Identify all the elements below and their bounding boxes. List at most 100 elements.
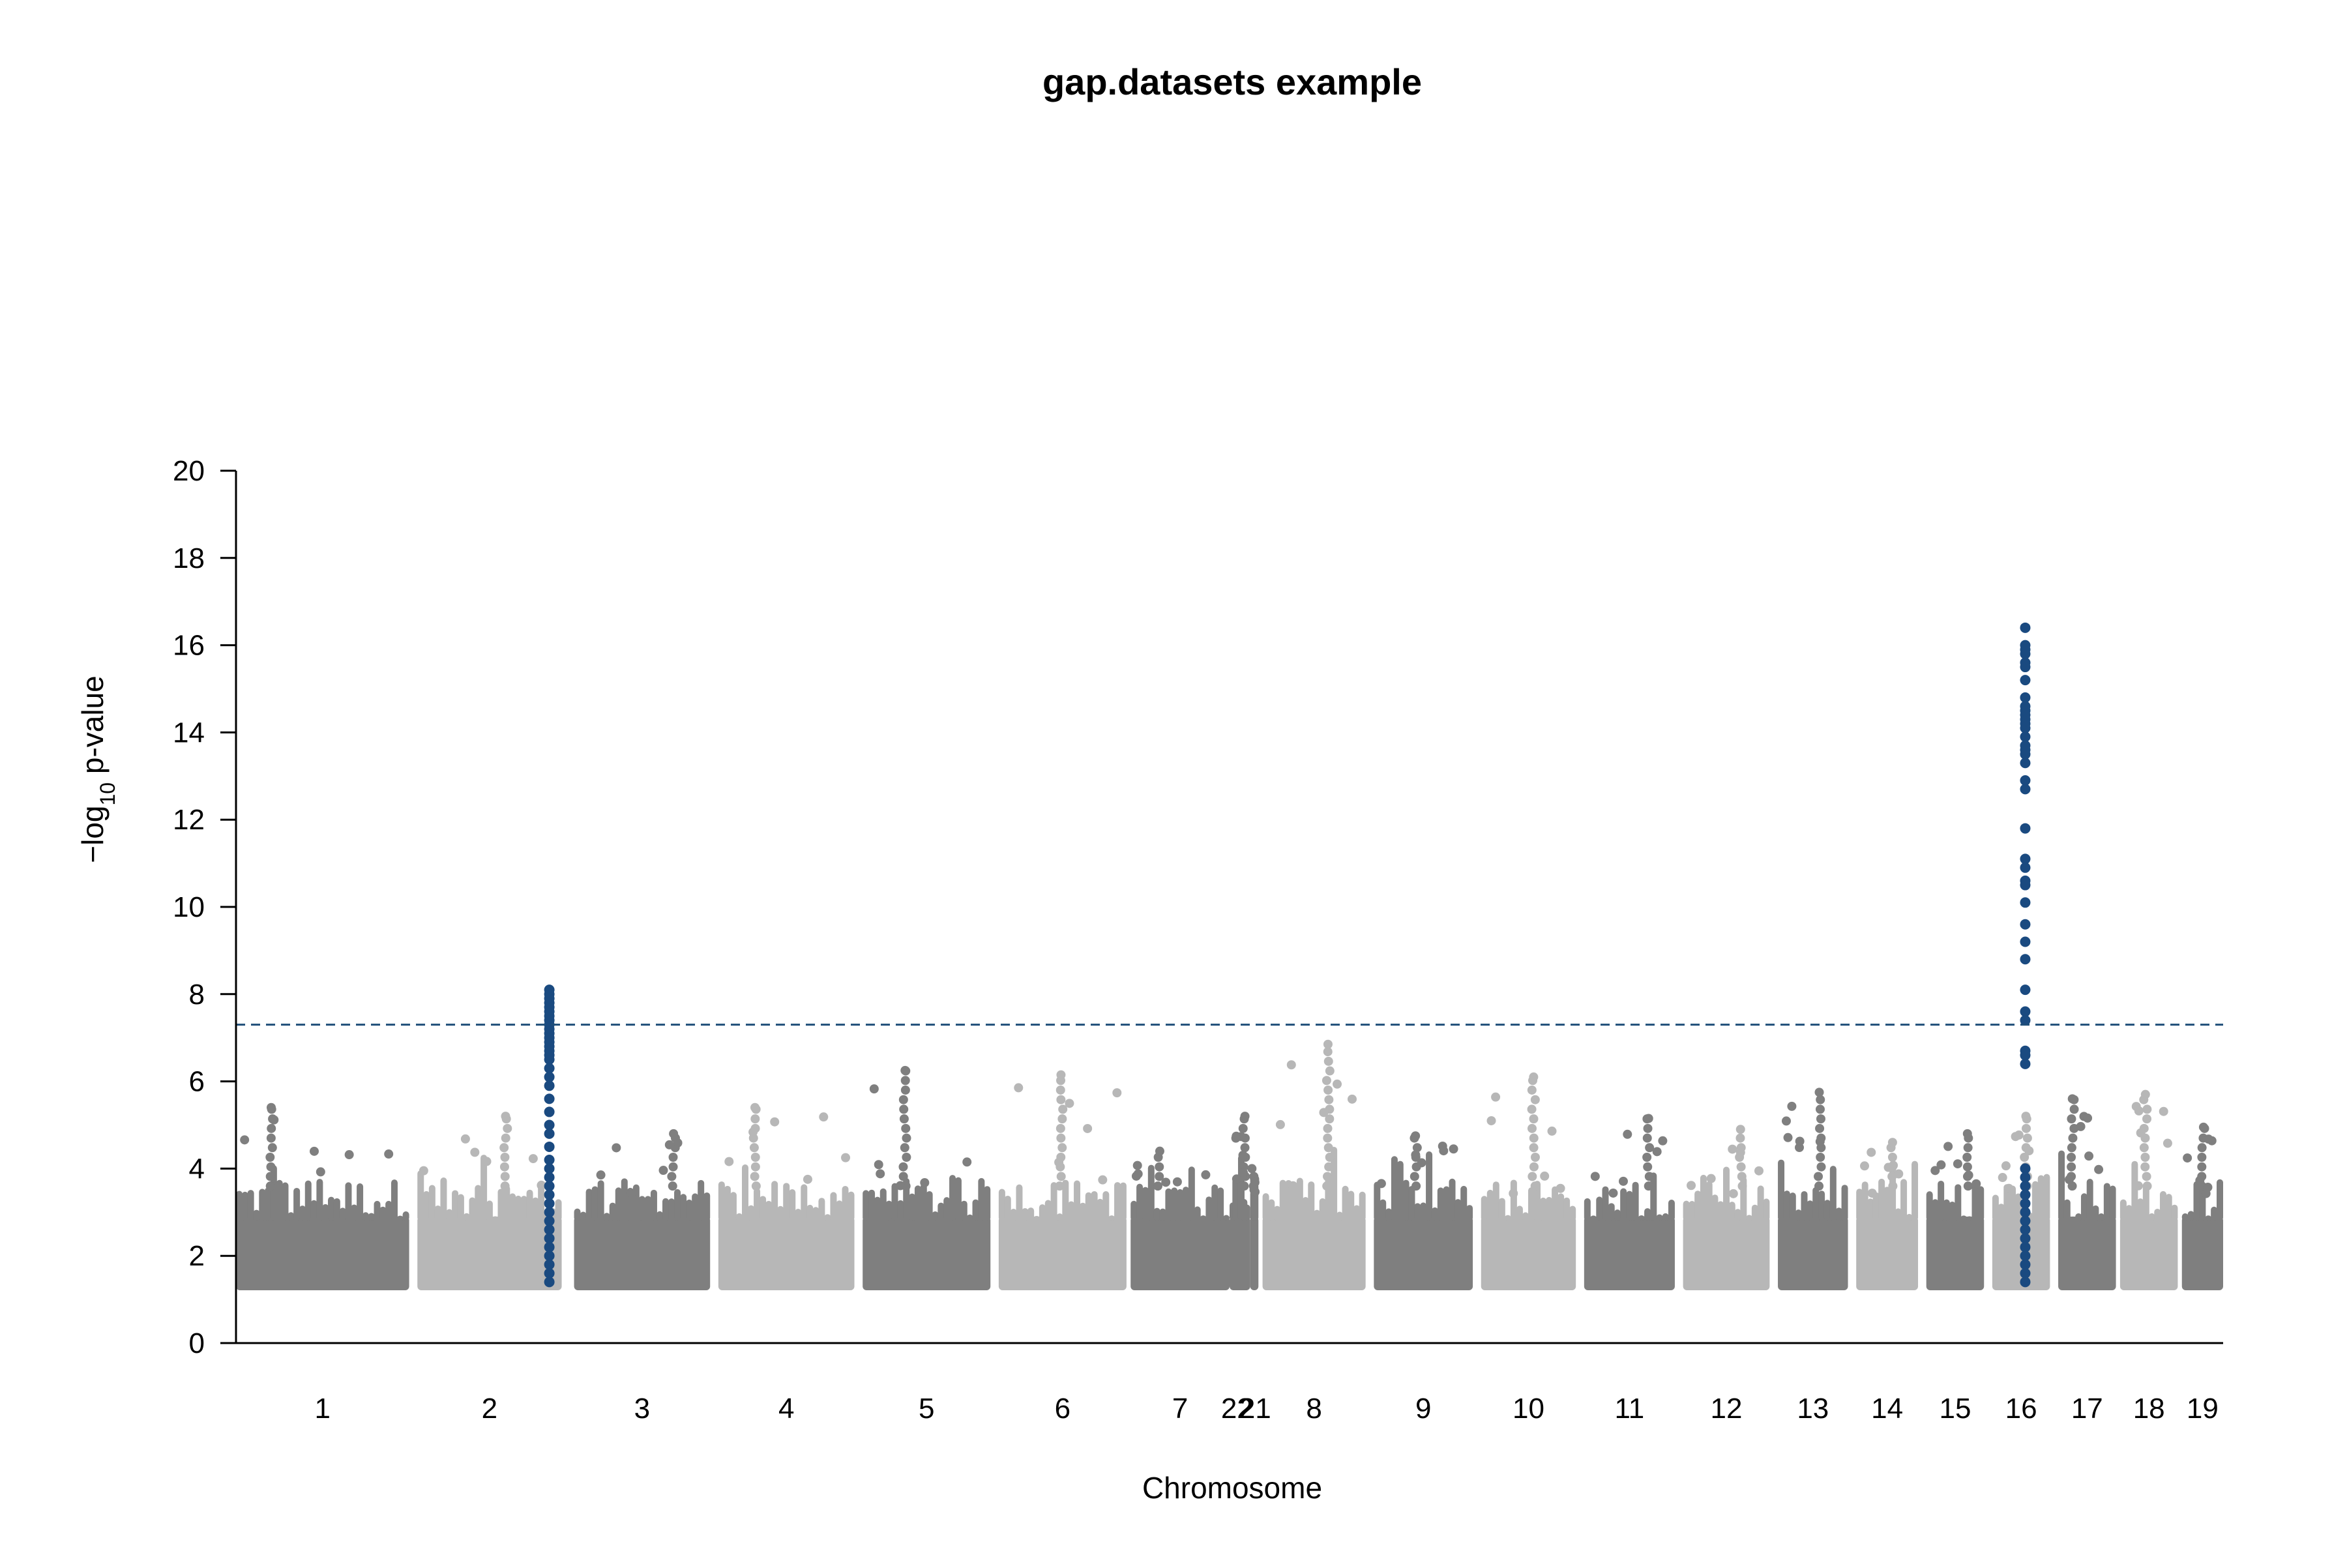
chromosome-12-column bbox=[1763, 1198, 1770, 1221]
chromosome-22-outlier bbox=[1232, 1174, 1241, 1184]
chromosome-15-column bbox=[1966, 1216, 1973, 1221]
chromosome-8-outlier bbox=[1286, 1060, 1296, 1070]
chromosome-4-outlier bbox=[748, 1127, 758, 1137]
chromosome-6-column bbox=[1050, 1182, 1057, 1221]
chromosome-17-outlier bbox=[2084, 1151, 2094, 1161]
chromosome-16-peak-point bbox=[2020, 1153, 2030, 1162]
chromosome-6-outlier bbox=[1014, 1083, 1024, 1093]
chromosome-7-column bbox=[1223, 1215, 1230, 1221]
chromosome-5-column bbox=[954, 1177, 962, 1221]
chromosome-13-peak-point bbox=[1815, 1104, 1825, 1114]
chromosome-18-column bbox=[2148, 1213, 2155, 1221]
chromosome-13-outlier bbox=[1815, 1136, 1825, 1146]
chromosome-6-column bbox=[1097, 1198, 1104, 1221]
chromosome-18-column bbox=[2165, 1194, 2172, 1221]
chromosome-5-outlier bbox=[962, 1157, 972, 1167]
chromosome-7-column bbox=[1188, 1166, 1195, 1221]
chromosome-1-peak-point bbox=[265, 1153, 275, 1162]
chromosome-11-column bbox=[1656, 1214, 1663, 1221]
chromosome-21-points bbox=[1247, 1164, 1260, 1291]
highlight-point bbox=[2020, 919, 2031, 930]
chromosome-6-column bbox=[1068, 1201, 1075, 1221]
chromosome-5-column bbox=[943, 1197, 951, 1221]
chromosome-19-column bbox=[2181, 1213, 2189, 1221]
chromosome-9-column bbox=[1408, 1185, 1415, 1221]
chromosome-15-column bbox=[1977, 1186, 1985, 1221]
chromosome-5-band bbox=[863, 1216, 991, 1291]
chromosome-4-column bbox=[818, 1198, 825, 1221]
chromosome-9-column bbox=[1466, 1205, 1473, 1221]
chromosome-4-column bbox=[795, 1209, 802, 1221]
chromosome-4-column bbox=[783, 1183, 790, 1221]
highlight-point bbox=[544, 1215, 555, 1226]
chromosome-6-column bbox=[1010, 1208, 1017, 1221]
chromosome-8-peak-point bbox=[1323, 1047, 1333, 1057]
chromosome-9-column bbox=[1431, 1207, 1438, 1221]
chromosome-1-column bbox=[304, 1180, 312, 1221]
chromosome-6-peak-point bbox=[1058, 1104, 1068, 1114]
chromosome-13-column bbox=[1841, 1185, 1848, 1221]
chromosome-11-outlier bbox=[1652, 1147, 1662, 1157]
chromosome-17-column bbox=[2086, 1179, 2093, 1221]
highlight-point bbox=[544, 1155, 555, 1166]
chromosome-11-column bbox=[1662, 1213, 1669, 1221]
chromosome-4-column bbox=[735, 1213, 743, 1221]
chromosome-5-peak-point bbox=[902, 1153, 911, 1162]
chromosome-6-column bbox=[998, 1189, 1005, 1221]
chromosome-18-top-point bbox=[2140, 1089, 2150, 1099]
chromosome-9-column bbox=[1437, 1187, 1444, 1221]
chromosome-11-peak-point bbox=[1644, 1172, 1654, 1181]
chromosome-21-top-point bbox=[1247, 1164, 1257, 1174]
x-tick-label-chromosome-1: 1 bbox=[315, 1393, 331, 1425]
chromosome-12-column bbox=[1711, 1194, 1719, 1221]
chromosome-6-column bbox=[1102, 1191, 1110, 1221]
chromosome-4-column bbox=[730, 1192, 737, 1221]
chromosome-10-column bbox=[1516, 1206, 1523, 1221]
chromosome-8-column bbox=[1359, 1191, 1366, 1221]
chromosome-12-column bbox=[1751, 1204, 1758, 1221]
chromosome-11-points bbox=[1584, 1114, 1675, 1291]
chromosome-2-outlier bbox=[537, 1180, 546, 1190]
chromosome-10-points bbox=[1481, 1072, 1576, 1291]
chromosome-5-column bbox=[926, 1191, 933, 1221]
chromosome-18-peak-point bbox=[2142, 1114, 2152, 1124]
chromosome-12-column bbox=[1689, 1201, 1696, 1221]
chromosome-10-column bbox=[1563, 1197, 1571, 1221]
chromosome-7-column bbox=[1182, 1187, 1189, 1221]
chromosome-13-column bbox=[1818, 1191, 1825, 1221]
chromosome-14-column bbox=[1906, 1213, 1913, 1221]
chromosome-2-column bbox=[463, 1213, 470, 1221]
chromosome-4-column bbox=[812, 1207, 819, 1221]
chromosome-16-peak-point bbox=[2022, 1133, 2032, 1143]
chromosome-11-column bbox=[1584, 1198, 1591, 1221]
chromosome-15-top-point bbox=[1962, 1129, 1972, 1138]
chromosome-6-peak-point bbox=[1056, 1172, 1066, 1181]
chromosome-8-peak-point bbox=[1325, 1066, 1335, 1076]
chromosome-11-column bbox=[1596, 1196, 1603, 1221]
chromosome-11-column bbox=[1620, 1188, 1627, 1221]
chromosome-8-column bbox=[1308, 1181, 1315, 1221]
highlight-point bbox=[544, 1207, 555, 1218]
chromosome-5-column bbox=[891, 1183, 898, 1221]
y-tick-label: 12 bbox=[173, 804, 205, 836]
chromosome-12-column bbox=[1728, 1202, 1735, 1221]
chromosome-15-column bbox=[1943, 1199, 1950, 1221]
highlight-point bbox=[2020, 740, 2031, 751]
chromosome-6-peak-point bbox=[1055, 1085, 1065, 1095]
chromosome-7-outlier bbox=[1172, 1177, 1182, 1187]
chromosome-5-peak-point bbox=[901, 1123, 911, 1133]
chromosome-4-column bbox=[777, 1206, 784, 1221]
chromosome-19-peak-point bbox=[2197, 1153, 2207, 1162]
chromosome-2-outlier bbox=[528, 1154, 538, 1164]
chromosome-22-peak-point bbox=[1238, 1123, 1248, 1133]
chromosome-10-peak-point bbox=[1528, 1172, 1537, 1181]
highlight-point bbox=[544, 1163, 555, 1174]
chromosome-19-outlier bbox=[2183, 1153, 2192, 1163]
chromosome-1-column bbox=[339, 1207, 346, 1221]
chromosome-9-band bbox=[1374, 1216, 1473, 1291]
chromosome-14-column bbox=[1900, 1179, 1908, 1221]
highlight-point bbox=[544, 1241, 555, 1252]
chromosome-2-outlier bbox=[470, 1147, 480, 1157]
chromosome-1-column bbox=[322, 1204, 329, 1221]
chromosome-1-column bbox=[351, 1204, 358, 1221]
